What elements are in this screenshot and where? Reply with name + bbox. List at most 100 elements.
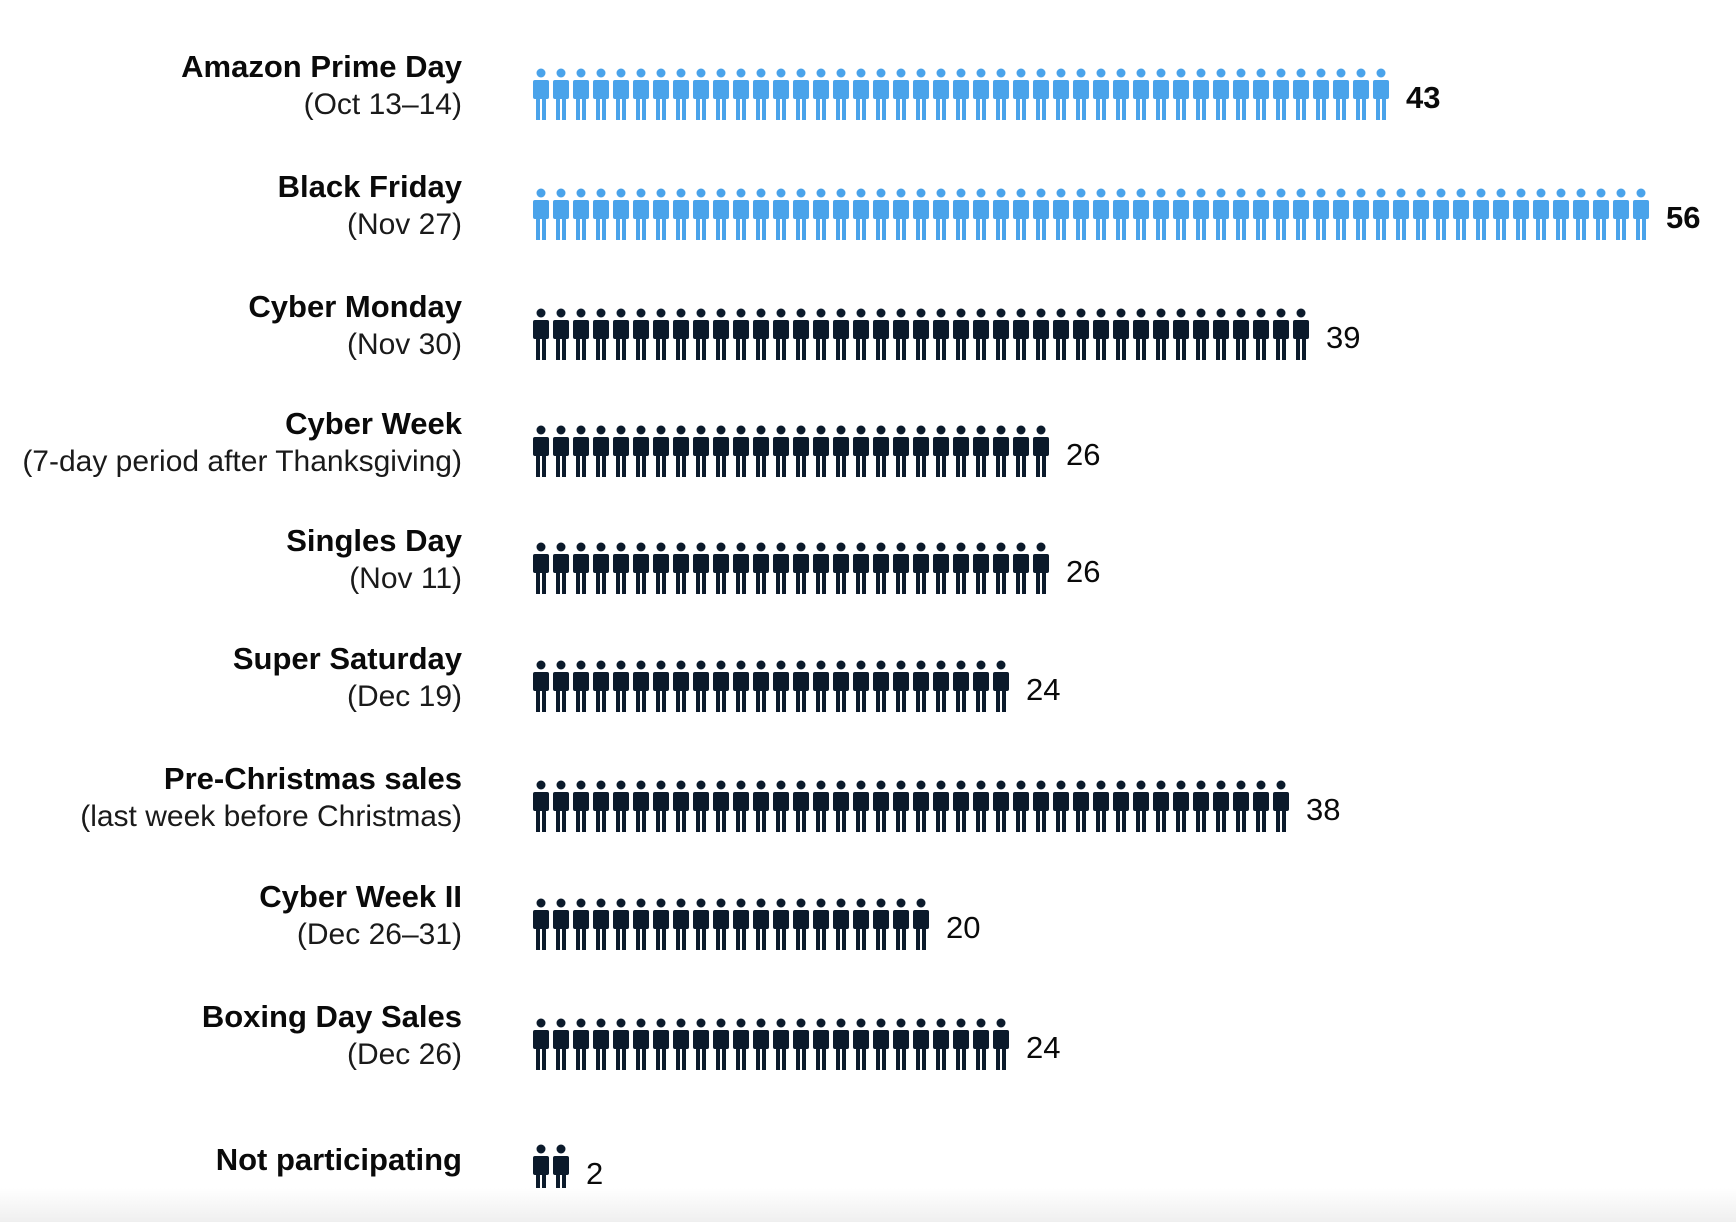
person-icon: [753, 425, 769, 477]
person-icon: [1193, 68, 1209, 120]
person-icon: [1133, 68, 1149, 120]
person-icon: [1133, 188, 1149, 240]
person-icon: [653, 308, 669, 360]
person-icon: [873, 188, 889, 240]
person-icon: [1073, 68, 1089, 120]
person-icon: [1013, 68, 1029, 120]
person-icon: [913, 542, 929, 594]
person-icon: [853, 308, 869, 360]
person-icon: [533, 188, 549, 240]
person-icon: [1013, 188, 1029, 240]
category-label: Cyber Monday (Nov 30): [2, 288, 462, 364]
person-icon: [1033, 68, 1049, 120]
person-icon: [873, 660, 889, 712]
person-icon: [773, 308, 789, 360]
person-icon: [913, 780, 929, 832]
person-icon: [813, 542, 829, 594]
person-icon: [633, 780, 649, 832]
person-icon: [593, 898, 609, 950]
person-icon: [1233, 68, 1249, 120]
person-icon: [753, 542, 769, 594]
person-icon: [1053, 780, 1069, 832]
person-icon: [793, 68, 809, 120]
person-icon: [833, 780, 849, 832]
value-label: 20: [946, 910, 981, 945]
person-icon: [653, 425, 669, 477]
chart-row: Cyber Monday (Nov 30) 39: [0, 288, 1736, 388]
person-icon: [973, 188, 989, 240]
person-icon: [1053, 188, 1069, 240]
bottom-fade: [0, 1188, 1736, 1222]
person-icon: [1193, 308, 1209, 360]
person-icon: [573, 1018, 589, 1070]
person-icon: [993, 425, 1009, 477]
person-icon: [653, 68, 669, 120]
person-icon: [1093, 68, 1109, 120]
person-icon: [693, 68, 709, 120]
person-icon: [773, 425, 789, 477]
person-icon: [1013, 542, 1029, 594]
person-icon: [553, 898, 569, 950]
chart-row: Amazon Prime Day (Oct 13–14) 43: [0, 48, 1736, 148]
person-icon: [1013, 780, 1029, 832]
value-label: 26: [1066, 554, 1101, 589]
person-icon: [533, 68, 549, 120]
person-icon: [893, 68, 909, 120]
person-icon: [813, 898, 829, 950]
person-icon: [953, 542, 969, 594]
person-icon: [613, 425, 629, 477]
person-icon: [813, 660, 829, 712]
person-icon: [713, 542, 729, 594]
person-icon: [933, 1018, 949, 1070]
person-icon: [773, 780, 789, 832]
person-icon: [773, 188, 789, 240]
person-icon: [1213, 780, 1229, 832]
person-icon: [773, 68, 789, 120]
person-icon: [1033, 188, 1049, 240]
person-icon: [1173, 780, 1189, 832]
person-icon: [793, 898, 809, 950]
category-name: Black Friday: [277, 169, 462, 204]
person-icon: [953, 188, 969, 240]
category-label: Super Saturday (Dec 19): [2, 640, 462, 716]
chart-row: Pre-Christmas sales (last week before Chr…: [0, 760, 1736, 860]
person-icon: [793, 1018, 809, 1070]
person-icon: [973, 780, 989, 832]
person-icon: [1033, 308, 1049, 360]
person-icon: [1593, 188, 1609, 240]
person-icon: [853, 780, 869, 832]
person-icon: [693, 188, 709, 240]
category-name: Boxing Day Sales: [201, 999, 462, 1034]
person-icon: [793, 780, 809, 832]
person-icon: [733, 425, 749, 477]
person-icon: [733, 780, 749, 832]
category-label: Boxing Day Sales (Dec 26): [2, 998, 462, 1074]
person-icon: [733, 308, 749, 360]
person-icon: [833, 188, 849, 240]
value-label: 56: [1666, 200, 1701, 235]
person-icon: [773, 1018, 789, 1070]
person-icon: [873, 68, 889, 120]
person-icon: [1253, 780, 1269, 832]
chart-row: Cyber Week (7-day period after Thanksgivi…: [0, 405, 1736, 505]
person-icon: [713, 308, 729, 360]
person-icon: [1373, 68, 1389, 120]
person-icon: [1213, 308, 1229, 360]
category-name: Super Saturday: [232, 641, 462, 676]
person-icon: [893, 1018, 909, 1070]
person-icon: [633, 542, 649, 594]
person-icon: [1233, 308, 1249, 360]
person-icon: [613, 1018, 629, 1070]
person-icon: [593, 542, 609, 594]
person-icon: [873, 542, 889, 594]
person-icon: [1353, 68, 1369, 120]
person-icon: [1133, 308, 1149, 360]
person-icon: [993, 660, 1009, 712]
person-icon: [1113, 68, 1129, 120]
person-icon: [973, 68, 989, 120]
person-icon: [953, 780, 969, 832]
person-icon: [1033, 780, 1049, 832]
person-icon: [673, 660, 689, 712]
category-name: Amazon Prime Day: [181, 49, 462, 84]
person-icon: [773, 542, 789, 594]
